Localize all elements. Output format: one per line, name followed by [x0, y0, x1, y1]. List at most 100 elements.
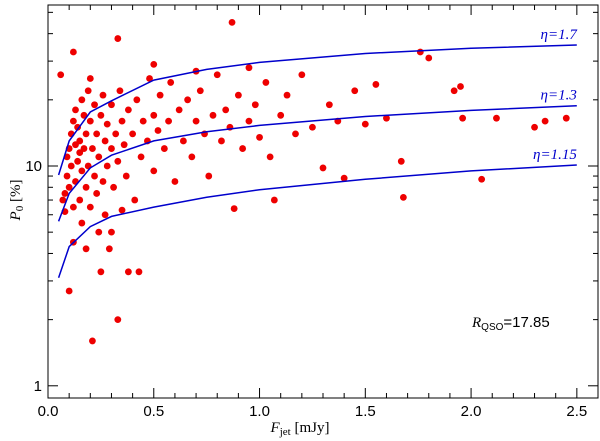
data-point — [105, 245, 113, 253]
data-point — [209, 111, 217, 119]
y-tick-label: 1 — [34, 378, 42, 395]
data-point — [74, 123, 82, 131]
curve-label: η=1.3 — [541, 88, 577, 104]
data-point — [95, 153, 103, 161]
data-point — [91, 101, 98, 109]
data-point — [82, 245, 90, 253]
data-point — [97, 111, 105, 119]
curve-label: η=1.7 — [541, 27, 579, 43]
data-point — [397, 157, 405, 165]
data-point — [372, 81, 380, 88]
data-point — [80, 111, 88, 119]
x-label-subscript: jet — [279, 426, 291, 438]
data-point — [78, 167, 86, 175]
x-tick-label: 0.5 — [143, 403, 164, 420]
annotation-subscript: QSO — [481, 322, 503, 333]
data-point — [230, 205, 238, 212]
data-point — [103, 120, 111, 128]
data-point — [188, 153, 196, 161]
model-curve — [57, 44, 577, 176]
x-tick-label: 2.5 — [566, 403, 587, 420]
data-point — [325, 101, 333, 109]
y-label-symbol: P — [8, 211, 24, 221]
data-point — [416, 48, 424, 56]
data-point — [457, 83, 464, 90]
data-point — [124, 106, 132, 114]
data-point — [156, 91, 164, 99]
x-tick-label: 2.0 — [461, 403, 482, 420]
data-point — [361, 120, 369, 128]
data-point — [340, 174, 348, 182]
data-point — [112, 130, 120, 138]
data-point — [67, 162, 75, 170]
data-point — [234, 91, 242, 99]
data-point — [351, 87, 359, 95]
data-point — [179, 137, 187, 145]
annotation: RQSO=17.85 — [471, 314, 550, 333]
data-point — [192, 117, 200, 125]
data-point — [65, 183, 73, 191]
data-point — [150, 111, 158, 119]
data-point — [76, 196, 84, 204]
data-point — [97, 268, 105, 276]
data-point — [89, 337, 96, 345]
data-point — [69, 203, 77, 211]
data-point — [114, 157, 122, 165]
data-point — [86, 75, 94, 82]
data-point — [63, 172, 71, 180]
data-point — [101, 211, 109, 219]
data-point — [65, 287, 73, 295]
data-point — [89, 145, 96, 152]
data-point — [57, 71, 65, 79]
data-point — [76, 149, 84, 157]
data-point — [205, 172, 213, 180]
data-point — [196, 87, 204, 95]
data-point — [99, 178, 107, 185]
data-point — [167, 79, 175, 86]
data-point — [154, 127, 162, 134]
data-point — [101, 137, 109, 145]
data-point — [277, 111, 285, 119]
data-point — [213, 71, 221, 79]
data-point — [131, 196, 139, 204]
data-point — [78, 96, 86, 104]
data-point — [114, 316, 122, 324]
data-point — [292, 130, 299, 138]
data-point — [118, 117, 126, 125]
data-point — [175, 106, 183, 114]
data-point — [251, 101, 259, 109]
data-point — [84, 87, 92, 95]
data-point — [150, 60, 158, 68]
data-point — [108, 145, 115, 152]
data-point — [72, 106, 79, 114]
data-point — [146, 75, 153, 82]
x-tick-label: 0.0 — [38, 403, 59, 420]
data-point — [228, 19, 236, 26]
data-point — [99, 91, 107, 99]
data-point — [562, 114, 570, 122]
data-point — [139, 117, 147, 125]
data-point — [133, 96, 141, 104]
x-label-unit: [mJy] — [291, 420, 330, 436]
data-point — [256, 133, 263, 141]
curve-label: η=1.15 — [533, 147, 577, 163]
data-point — [59, 196, 67, 204]
data-point — [108, 228, 115, 236]
y-tick-label: 10 — [25, 158, 42, 175]
data-point — [171, 178, 179, 185]
data-point — [478, 175, 486, 183]
data-point — [82, 183, 90, 191]
data-point — [245, 64, 253, 72]
data-point — [120, 141, 128, 149]
data-point — [165, 117, 172, 125]
data-point — [309, 123, 316, 131]
data-point — [129, 130, 137, 138]
data-point — [114, 35, 122, 42]
data-point — [319, 164, 327, 172]
data-point — [110, 183, 117, 191]
data-point — [222, 106, 230, 114]
data-point — [541, 117, 549, 125]
data-point — [95, 228, 103, 236]
data-point — [450, 87, 458, 95]
